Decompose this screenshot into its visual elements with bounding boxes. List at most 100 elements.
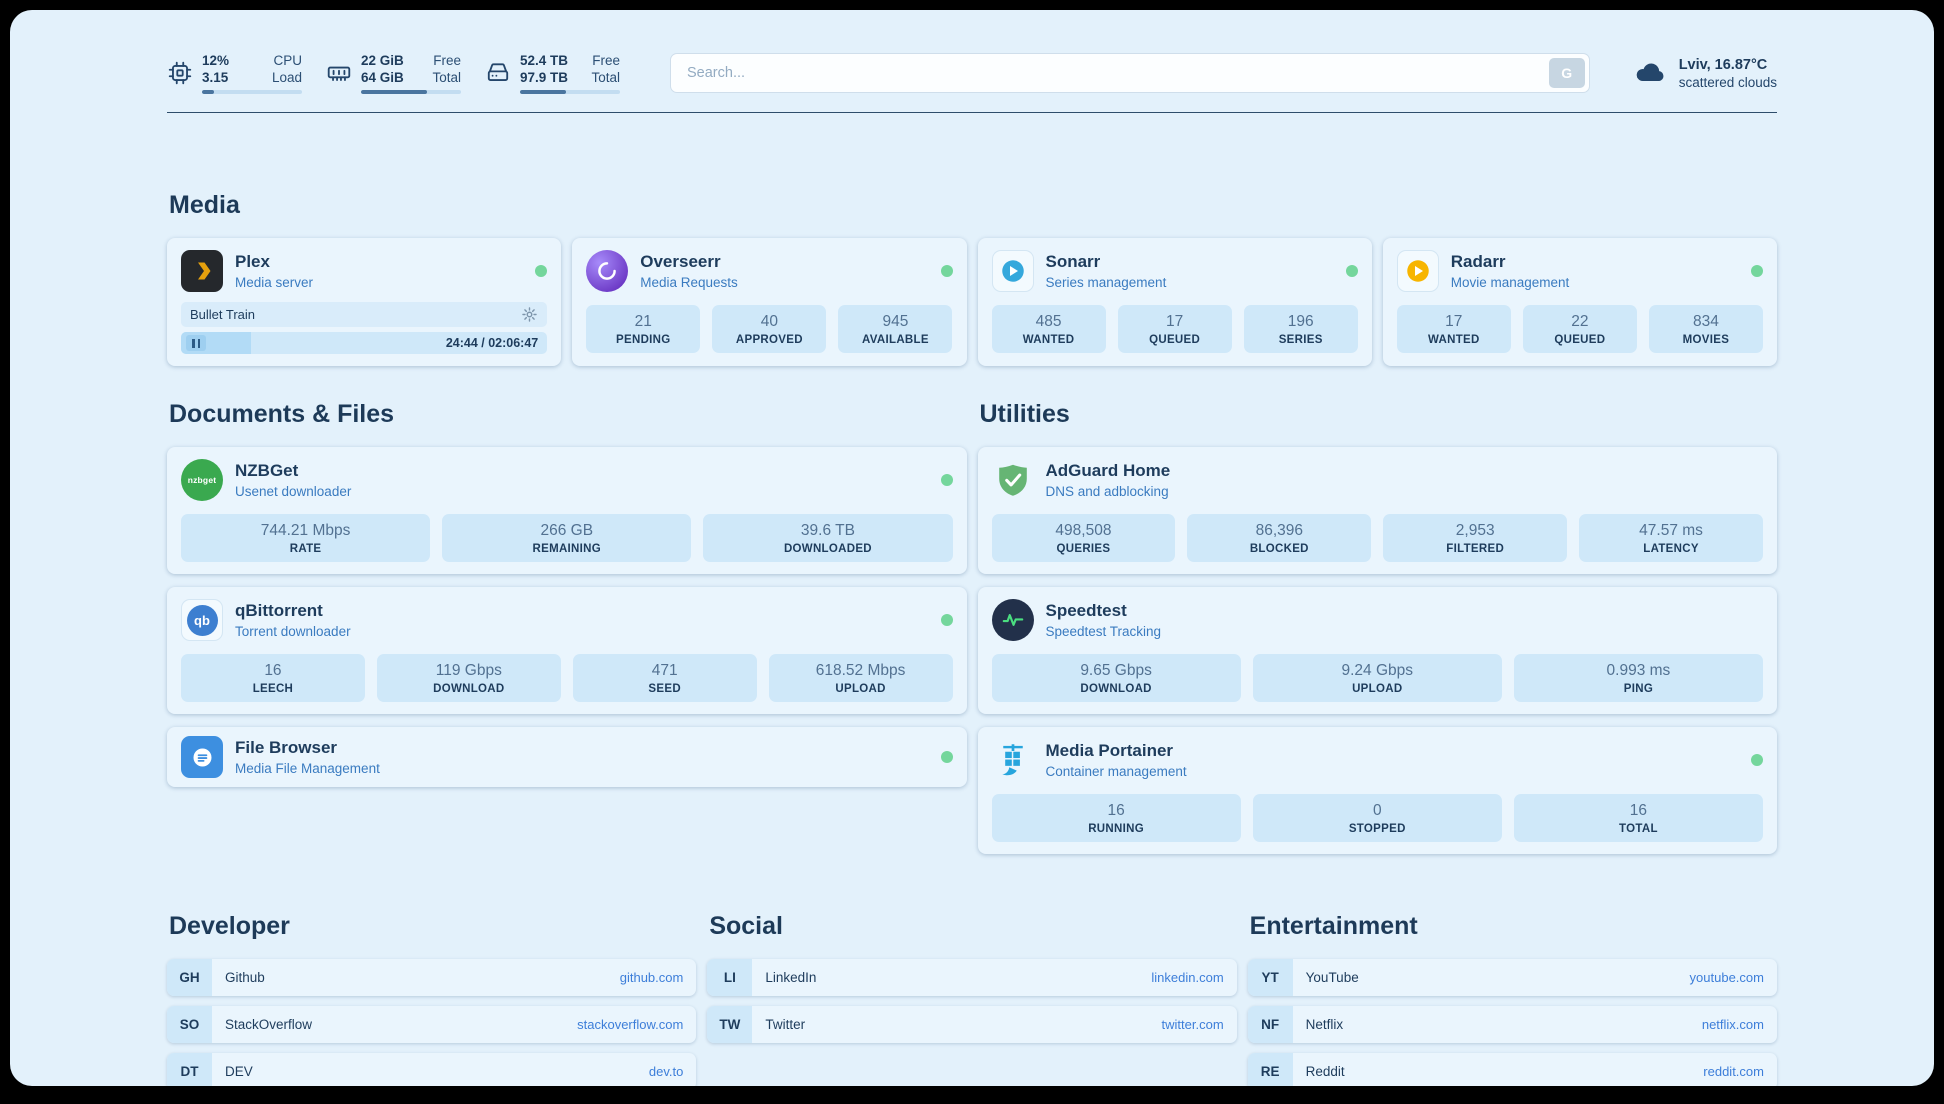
status-dot xyxy=(940,474,953,486)
service-card-plex[interactable]: Plex Media server Bullet Train 24:44 / 0… xyxy=(167,238,562,366)
bookmark-reddit[interactable]: RE Reddit reddit.com xyxy=(1247,1053,1777,1086)
bookmark-url: dev.to xyxy=(648,1064,684,1079)
status-dot xyxy=(940,751,953,763)
memory-readings: 22 GiB Free 64 GiB Total xyxy=(361,52,461,94)
plex-titles: Plex Media server xyxy=(235,252,313,290)
bookmark-stackoverflow[interactable]: SO StackOverflow stackoverflow.com xyxy=(167,1006,697,1043)
bookmark-dev[interactable]: DT DEV dev.to xyxy=(167,1053,697,1086)
service-card-portainer[interactable]: Media Portainer Container management 16 R… xyxy=(977,727,1777,854)
service-card-adguard[interactable]: AdGuard Home DNS and adblocking 498,508 Q… xyxy=(977,447,1777,574)
service-card-overseerr[interactable]: Overseerr Media Requests 21 PENDING 40 APP… xyxy=(572,238,967,366)
bookmark-name: YouTube xyxy=(1305,970,1359,985)
search-provider-button[interactable]: G xyxy=(1548,58,1585,88)
bookmark-netflix[interactable]: NF Netflix netflix.com xyxy=(1247,1006,1777,1043)
bookmark-group-entertainment: Entertainment YT YouTube youtube.com NF … xyxy=(1247,912,1777,1086)
service-card-qbittorrent[interactable]: qb qBittorrent Torrent downloader 16 LEEC… xyxy=(167,587,967,714)
stat-label: SEED xyxy=(648,683,681,695)
stat-box: 17 WANTED xyxy=(1396,305,1511,353)
bookmark-youtube[interactable]: YT YouTube youtube.com xyxy=(1247,959,1777,996)
cpu-usage-label: CPU xyxy=(273,53,302,68)
stat-label: WANTED xyxy=(1427,334,1480,346)
stat-box: 9.24 Gbps UPLOAD xyxy=(1252,654,1502,702)
search-bar: G xyxy=(670,53,1590,93)
service-card-nzbget[interactable]: nzbget NZBGet Usenet downloader 744.21 M… xyxy=(167,447,967,574)
service-card-speedtest[interactable]: Speedtest Speedtest Tracking 9.65 Gbps DO… xyxy=(977,587,1777,714)
weather-text: Lviv, 16.87°C scattered clouds xyxy=(1679,57,1777,90)
weather-location: Lviv, 16.87°C xyxy=(1678,56,1768,73)
documents-cards: nzbget NZBGet Usenet downloader 744.21 M… xyxy=(167,447,967,787)
plex-now-playing-row: Bullet Train xyxy=(181,302,548,327)
stat-box: 744.21 Mbps RATE xyxy=(181,514,431,562)
stat-box: 17 QUEUED xyxy=(1117,305,1232,353)
stat-box: 266 GB REMAINING xyxy=(442,514,692,562)
developer-bookmarks: GH Github github.com SO StackOverflow st… xyxy=(167,959,697,1086)
sonarr-stats: 485 WANTED 17 QUEUED 196 SERIES xyxy=(991,305,1358,353)
service-desc: Usenet downloader xyxy=(235,484,352,499)
status-dot xyxy=(1751,754,1763,766)
status-dot xyxy=(940,614,953,626)
adguard-stats: 498,508 QUERIES 86,396 BLOCKED 2,953 FILTER… xyxy=(991,514,1763,562)
bookmark-group-developer: Developer GH Github github.com SO StackO… xyxy=(167,912,697,1086)
bookmark-linkedin[interactable]: LI LinkedIn linkedin.com xyxy=(707,959,1237,996)
two-column-sections: Documents & Files nzbget NZBGet Usenet d… xyxy=(167,400,1777,854)
gear-icon[interactable] xyxy=(521,306,538,323)
stat-box: 16 LEECH xyxy=(181,654,365,702)
stat-box: 86,396 BLOCKED xyxy=(1187,514,1372,562)
service-desc: Speedtest Tracking xyxy=(1045,624,1162,639)
plex-playback-time: 24:44 / 02:06:47 xyxy=(445,336,539,350)
memory-free-label: Free xyxy=(433,53,461,68)
service-card-sonarr[interactable]: Sonarr Series management 485 WANTED 17 QUE… xyxy=(977,238,1372,366)
bookmark-url: github.com xyxy=(619,970,684,985)
stat-value: 266 GB xyxy=(540,522,594,539)
stat-value: 945 xyxy=(882,313,909,330)
service-desc: Torrent downloader xyxy=(235,624,351,639)
nzbget-icon-text: nzbget xyxy=(187,475,217,485)
stat-value: 86,396 xyxy=(1255,522,1304,539)
plex-progress-bar: 24:44 / 02:06:47 xyxy=(181,332,548,354)
status-dot xyxy=(535,265,548,277)
bookmark-abbr: RE xyxy=(1247,1053,1293,1086)
section-title-social: Social xyxy=(709,912,783,940)
service-card-filebrowser[interactable]: File Browser Media File Management xyxy=(167,727,967,787)
stat-box: 0.993 ms PING xyxy=(1513,654,1764,702)
cloud-icon xyxy=(1632,57,1668,89)
bookmark-github[interactable]: GH Github github.com xyxy=(167,959,697,996)
service-name: Speedtest xyxy=(1045,601,1127,620)
weather-widget: Lviv, 16.87°C scattered clouds xyxy=(1632,57,1777,90)
service-card-radarr[interactable]: Radarr Movie management 17 WANTED 22 QUEUE… xyxy=(1382,238,1777,366)
search-input[interactable] xyxy=(670,53,1590,93)
cpu-progress-fill xyxy=(202,90,214,94)
bookmark-twitter[interactable]: TW Twitter twitter.com xyxy=(707,1006,1237,1043)
service-name: NZBGet xyxy=(235,461,299,480)
bookmark-abbr: SO xyxy=(167,1006,212,1043)
bookmark-abbr: TW xyxy=(707,1006,753,1043)
qbittorrent-titles: qBittorrent Torrent downloader xyxy=(235,601,351,639)
speedtest-header: Speedtest Speedtest Tracking xyxy=(991,599,1764,641)
stat-value: 16 xyxy=(1107,802,1125,819)
memory-free-value: 22 GiB xyxy=(361,53,404,68)
bookmark-url: youtube.com xyxy=(1689,970,1764,985)
weather-condition: scattered clouds xyxy=(1678,74,1777,90)
utilities-column: Utilities AdGuard Home DNS and adblockin… xyxy=(977,400,1777,854)
plex-header: Plex Media server xyxy=(181,250,548,292)
bookmarks-section: Developer GH Github github.com SO StackO… xyxy=(167,912,1777,1086)
status-dot xyxy=(1751,265,1763,277)
stat-value: 39.6 TB xyxy=(800,522,855,539)
memory-progress-fill xyxy=(361,90,427,94)
social-bookmarks: LI LinkedIn linkedin.com TW Twitter twit… xyxy=(707,959,1237,1043)
service-name: qBittorrent xyxy=(235,601,323,620)
bookmark-name: Netflix xyxy=(1305,1017,1344,1032)
service-desc: Container management xyxy=(1045,764,1187,779)
speedtest-stats: 9.65 Gbps DOWNLOAD 9.24 Gbps UPLOAD 0.993 … xyxy=(991,654,1764,702)
disk-progress-fill xyxy=(520,90,566,94)
stat-label: MOVIES xyxy=(1682,334,1730,346)
bookmark-group-social: Social LI LinkedIn linkedin.com TW Twitt… xyxy=(707,912,1237,1086)
stat-value: 485 xyxy=(1035,313,1062,330)
bookmark-abbr: GH xyxy=(167,959,212,996)
stat-label: DOWNLOAD xyxy=(1080,683,1152,695)
cpu-load-label: Load xyxy=(271,70,302,85)
stat-box: 40 APPROVED xyxy=(712,305,827,353)
bookmark-url: netflix.com xyxy=(1701,1017,1764,1032)
bookmark-url: linkedin.com xyxy=(1151,970,1224,985)
qbittorrent-icon: qb xyxy=(181,599,223,641)
